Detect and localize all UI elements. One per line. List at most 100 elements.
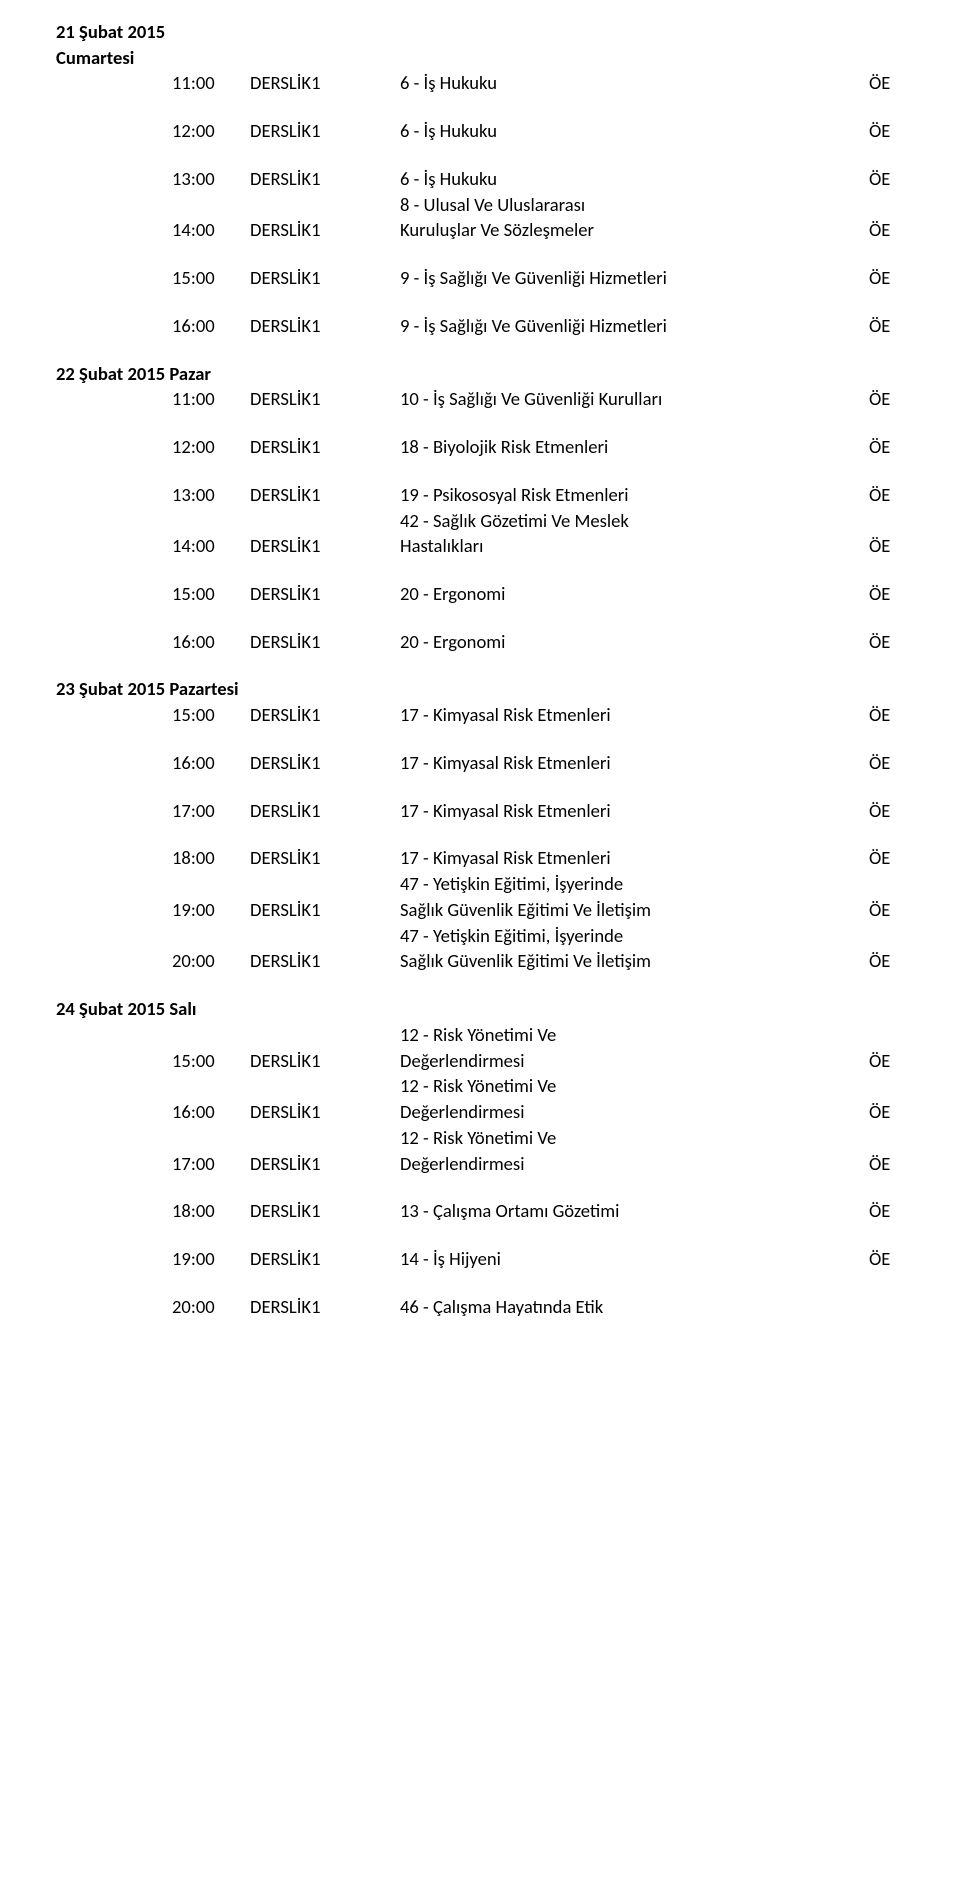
schedule-row: 15:00DERSLİK120 - ErgonomiÖE [172, 582, 904, 605]
time-cell: 16:00 [172, 314, 250, 337]
time-cell: 18:00 [172, 1199, 250, 1222]
code-cell: ÖE [869, 751, 904, 774]
time-cell: 14:00 [172, 534, 250, 557]
time-cell: 15:00 [172, 582, 250, 605]
gap [172, 1273, 904, 1295]
schedule-row: 14:00DERSLİK1HastalıklarıÖE [172, 534, 904, 557]
gap [172, 1177, 904, 1199]
schedule-row: 14:00DERSLİK1Kuruluşlar Ve SözleşmelerÖE [172, 218, 904, 241]
schedule-row: 19:00DERSLİK1Sağlık Güvenlik Eğitimi Ve … [172, 898, 904, 921]
room-cell: DERSLİK1 [250, 483, 400, 506]
day-header: 24 Şubat 2015 Salı [56, 997, 904, 1020]
schedule-row: 12 - Risk Yönetimi Ve [172, 1074, 904, 1097]
schedule-row: 15:00DERSLİK19 - İş Sağlığı Ve Güvenliği… [172, 266, 904, 289]
room-cell: DERSLİK1 [250, 846, 400, 869]
gap [172, 244, 904, 266]
day-entries: 11:00DERSLİK110 - İş Sağlığı Ve Güvenliğ… [56, 387, 904, 677]
schedule-row: 11:00DERSLİK110 - İş Sağlığı Ve Güvenliğ… [172, 387, 904, 410]
code-cell: ÖE [869, 119, 904, 142]
day-header: 21 Şubat 2015 [56, 20, 904, 43]
room-cell: DERSLİK1 [250, 1247, 400, 1270]
day-header: 22 Şubat 2015 Pazar [56, 362, 904, 385]
title-cell: Değerlendirmesi [400, 1152, 869, 1175]
schedule-row: 16:00DERSLİK19 - İş Sağlığı Ve Güvenliği… [172, 314, 904, 337]
code-cell: ÖE [869, 799, 904, 822]
title-cell: 12 - Risk Yönetimi Ve [400, 1074, 869, 1097]
time-cell: 15:00 [172, 1049, 250, 1072]
room-cell: DERSLİK1 [250, 119, 400, 142]
time-cell: 17:00 [172, 1152, 250, 1175]
time-cell: 13:00 [172, 483, 250, 506]
schedule-row: 18:00DERSLİK113 - Çalışma Ortamı Gözetim… [172, 1199, 904, 1222]
day-header: 23 Şubat 2015 Pazartesi [56, 677, 904, 700]
title-cell: 17 - Kimyasal Risk Etmenleri [400, 799, 869, 822]
schedule-row: 13:00DERSLİK16 - İş HukukuÖE [172, 167, 904, 190]
time-cell: 20:00 [172, 949, 250, 972]
schedule-row: 8 - Ulusal Ve Uluslararası [172, 193, 904, 216]
room-cell: DERSLİK1 [250, 387, 400, 410]
room-cell: DERSLİK1 [250, 1100, 400, 1123]
room-cell: DERSLİK1 [250, 898, 400, 921]
time-cell: 12:00 [172, 435, 250, 458]
title-cell: Sağlık Güvenlik Eğitimi Ve İletişim [400, 949, 869, 972]
code-cell: ÖE [869, 387, 904, 410]
time-cell: 15:00 [172, 703, 250, 726]
title-cell: 13 - Çalışma Ortamı Gözetimi [400, 1199, 869, 1222]
time-cell: 17:00 [172, 799, 250, 822]
title-cell: 6 - İş Hukuku [400, 119, 869, 142]
code-cell: ÖE [869, 1100, 904, 1123]
room-cell: DERSLİK1 [250, 630, 400, 653]
title-cell: 10 - İş Sağlığı Ve Güvenliği Kurulları [400, 387, 869, 410]
schedule-row: 13:00DERSLİK119 - Psikososyal Risk Etmen… [172, 483, 904, 506]
code-cell: ÖE [869, 314, 904, 337]
title-cell: 9 - İş Sağlığı Ve Güvenliği Hizmetleri [400, 266, 869, 289]
code-cell: ÖE [869, 1199, 904, 1222]
time-cell: 16:00 [172, 1100, 250, 1123]
time-cell: 14:00 [172, 218, 250, 241]
gap [172, 824, 904, 846]
day-header: Cumartesi [56, 46, 904, 69]
title-cell: Değerlendirmesi [400, 1049, 869, 1072]
day-entries: 12 - Risk Yönetimi Ve15:00DERSLİK1Değerl… [56, 1023, 904, 1318]
code-cell: ÖE [869, 167, 904, 190]
room-cell: DERSLİK1 [250, 703, 400, 726]
room-cell: DERSLİK1 [250, 435, 400, 458]
code-cell: ÖE [869, 534, 904, 557]
room-cell: DERSLİK1 [250, 314, 400, 337]
code-cell: ÖE [869, 1152, 904, 1175]
schedule-row: 17:00DERSLİK117 - Kimyasal Risk Etmenler… [172, 799, 904, 822]
title-cell: Hastalıkları [400, 534, 869, 557]
schedule-row: 12 - Risk Yönetimi Ve [172, 1126, 904, 1149]
code-cell: ÖE [869, 1049, 904, 1072]
room-cell: DERSLİK1 [250, 266, 400, 289]
schedule-row: 17:00DERSLİK1DeğerlendirmesiÖE [172, 1152, 904, 1175]
title-cell: 47 - Yetişkin Eğitimi, İşyerinde [400, 872, 869, 895]
time-cell: 15:00 [172, 266, 250, 289]
schedule-row: 15:00DERSLİK1DeğerlendirmesiÖE [172, 1049, 904, 1072]
gap [172, 97, 904, 119]
title-cell: 20 - Ergonomi [400, 630, 869, 653]
title-cell: 6 - İş Hukuku [400, 71, 869, 94]
title-cell: 6 - İş Hukuku [400, 167, 869, 190]
schedule-row: 12 - Risk Yönetimi Ve [172, 1023, 904, 1046]
time-cell: 16:00 [172, 630, 250, 653]
time-cell: 16:00 [172, 751, 250, 774]
time-cell: 19:00 [172, 1247, 250, 1270]
room-cell: DERSLİK1 [250, 1152, 400, 1175]
day-entries: 11:00DERSLİK16 - İş HukukuÖE12:00DERSLİK… [56, 71, 904, 361]
code-cell: ÖE [869, 1247, 904, 1270]
schedule-row: 16:00DERSLİK1DeğerlendirmesiÖE [172, 1100, 904, 1123]
title-cell: Sağlık Güvenlik Eğitimi Ve İletişim [400, 898, 869, 921]
gap [172, 560, 904, 582]
gap [172, 1225, 904, 1247]
gap [172, 777, 904, 799]
time-cell: 18:00 [172, 846, 250, 869]
time-cell: 13:00 [172, 167, 250, 190]
title-cell: 8 - Ulusal Ve Uluslararası [400, 193, 869, 216]
gap [172, 461, 904, 483]
code-cell: ÖE [869, 266, 904, 289]
title-cell: 17 - Kimyasal Risk Etmenleri [400, 751, 869, 774]
room-cell: DERSLİK1 [250, 71, 400, 94]
gap [172, 340, 904, 362]
room-cell: DERSLİK1 [250, 582, 400, 605]
